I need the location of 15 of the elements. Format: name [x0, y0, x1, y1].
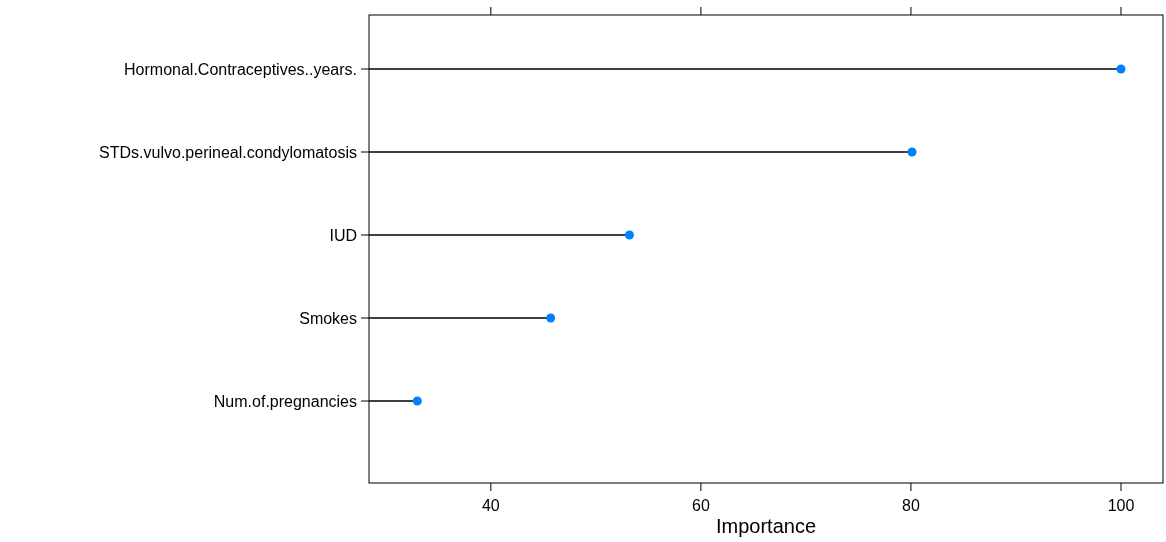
y-tick-label: Smokes [299, 309, 357, 327]
x-tick-label: 60 [691, 497, 710, 514]
x-tick-label: 40 [481, 497, 500, 514]
x-tick-label: 100 [1107, 497, 1135, 514]
point [907, 147, 917, 157]
point [1116, 64, 1126, 74]
y-tick-label: Hormonal.Contraceptives..years. [124, 60, 357, 78]
point [412, 396, 422, 406]
point [624, 230, 634, 240]
y-tick-label: Num.of.pregnancies [213, 392, 357, 410]
x-axis-title: Importance [715, 515, 817, 537]
y-tick-label: STDs.vulvo.perineal.condylomatosis [99, 143, 357, 161]
x-tick-label: 80 [902, 497, 920, 514]
y-tick-label: IUD [329, 226, 357, 244]
point [546, 313, 556, 323]
